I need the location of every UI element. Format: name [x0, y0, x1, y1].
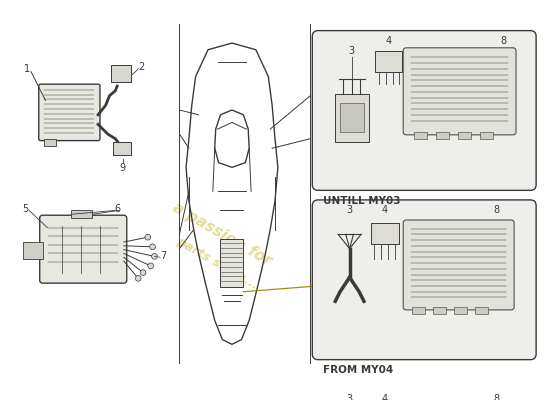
Text: a passion for: a passion for: [170, 200, 274, 269]
Text: 3: 3: [346, 394, 353, 400]
Bar: [24, 242, 42, 259]
Text: 4: 4: [386, 36, 392, 46]
FancyBboxPatch shape: [39, 84, 100, 141]
Text: 9: 9: [120, 163, 126, 173]
Text: UNTILL MY03: UNTILL MY03: [323, 196, 400, 206]
Circle shape: [150, 244, 156, 250]
Bar: [436, 132, 449, 139]
Bar: [336, 94, 368, 142]
Bar: [340, 103, 364, 132]
Circle shape: [135, 276, 141, 281]
Bar: [221, 239, 244, 287]
Text: 4: 4: [382, 205, 388, 215]
Text: 8: 8: [500, 36, 507, 46]
Text: 4: 4: [382, 394, 388, 400]
FancyBboxPatch shape: [40, 215, 127, 283]
Text: 8: 8: [494, 394, 500, 400]
Text: 8: 8: [494, 205, 500, 215]
Text: 7: 7: [160, 251, 167, 261]
Bar: [72, 210, 92, 218]
Text: parts since...: parts since...: [174, 234, 261, 292]
Text: 3: 3: [349, 46, 355, 56]
Circle shape: [140, 270, 146, 276]
Circle shape: [152, 254, 157, 259]
Text: 6: 6: [114, 204, 120, 214]
FancyBboxPatch shape: [403, 48, 516, 135]
Bar: [480, 132, 493, 139]
Text: FROM MY04: FROM MY04: [323, 365, 393, 375]
Bar: [45, 139, 56, 146]
FancyBboxPatch shape: [403, 220, 514, 310]
Text: 3: 3: [346, 205, 353, 215]
FancyBboxPatch shape: [312, 200, 536, 360]
Bar: [414, 132, 427, 139]
Bar: [433, 307, 446, 314]
Bar: [458, 132, 471, 139]
Text: 2: 2: [138, 62, 145, 72]
Bar: [112, 65, 130, 82]
Text: 5: 5: [22, 204, 29, 214]
Bar: [376, 51, 402, 72]
FancyBboxPatch shape: [312, 31, 536, 190]
Bar: [475, 307, 488, 314]
Bar: [113, 142, 130, 155]
Circle shape: [145, 234, 151, 240]
Bar: [371, 223, 399, 244]
Bar: [412, 307, 425, 314]
Text: 1: 1: [24, 64, 30, 74]
Bar: [454, 307, 468, 314]
Circle shape: [148, 263, 153, 269]
